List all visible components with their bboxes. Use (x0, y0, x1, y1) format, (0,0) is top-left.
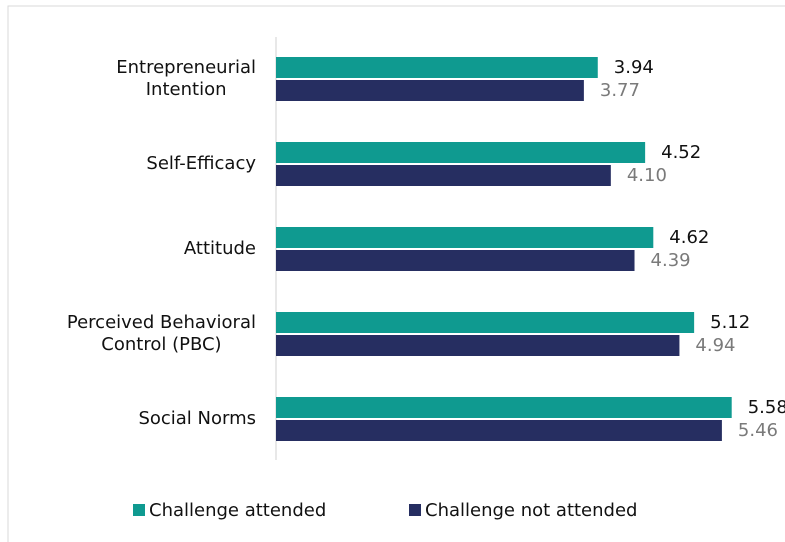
bar (276, 312, 695, 333)
value-label: 3.77 (600, 80, 640, 101)
bar (276, 397, 732, 418)
bar (276, 227, 654, 248)
category-label: Attitude (183, 238, 256, 259)
value-label: 4.52 (661, 142, 701, 163)
bar (276, 165, 611, 186)
value-label: 3.94 (614, 57, 654, 78)
value-label: 5.58 (748, 397, 785, 418)
value-label: 4.10 (627, 165, 667, 186)
value-label: 5.12 (710, 312, 750, 333)
category-label: Perceived Behavioral Control (PBC) (66, 312, 256, 355)
category-label: Social Norms (138, 408, 256, 429)
value-label: 4.39 (651, 250, 691, 271)
bar (276, 142, 646, 163)
category-label: Entrepreneurial Intention (116, 57, 256, 100)
category-label: Self-Efficacy (146, 153, 256, 174)
legend-label: Challenge not attended (425, 500, 637, 521)
bar (276, 80, 584, 101)
legend-label: Challenge attended (149, 500, 326, 521)
bar (276, 250, 635, 271)
legend-swatch (133, 504, 145, 516)
chart-frame (7, 5, 785, 542)
value-label: 5.46 (738, 420, 778, 441)
legend-swatch (409, 504, 421, 516)
bar (276, 335, 680, 356)
value-label: 4.94 (695, 335, 735, 356)
bar (276, 57, 598, 78)
bar (276, 420, 722, 441)
value-label: 4.62 (669, 227, 709, 248)
